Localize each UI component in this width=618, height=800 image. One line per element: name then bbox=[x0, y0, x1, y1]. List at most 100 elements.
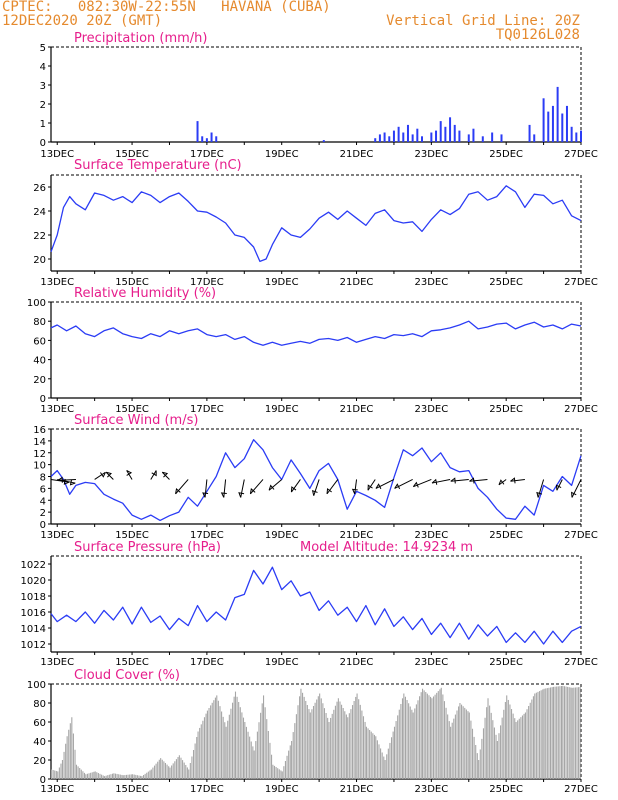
wind-arrow bbox=[268, 479, 283, 491]
panel-2: 13DEC 15DEC 17DEC 19DEC 21DEC 23DEC 25DEC 27DEC… bbox=[33, 158, 598, 288]
cloud-bar bbox=[210, 705, 212, 779]
cloud-bar bbox=[266, 719, 268, 779]
x-tick-label: 23DEC bbox=[414, 784, 448, 795]
wind-arrow-head bbox=[510, 477, 516, 484]
cloud-bar bbox=[200, 724, 202, 779]
cloud-bar bbox=[539, 691, 541, 779]
wind-arrow-head bbox=[450, 477, 456, 484]
cloud-bar bbox=[228, 714, 230, 779]
cloud-bar bbox=[320, 698, 322, 779]
cloud-bar bbox=[163, 761, 165, 779]
cloud-bar bbox=[57, 771, 59, 779]
x-tick-label: 27DEC bbox=[564, 404, 598, 415]
y-tick-label: 26 bbox=[33, 183, 46, 194]
cloud-bar bbox=[504, 701, 506, 779]
cloud-bar bbox=[197, 731, 199, 779]
x-tick-label: 19DEC bbox=[265, 784, 299, 795]
cloud-bar bbox=[543, 688, 545, 779]
cloud-bar bbox=[271, 754, 273, 779]
cloud-bar bbox=[563, 686, 565, 779]
cloud-bar bbox=[426, 693, 428, 779]
cloud-bar bbox=[512, 713, 514, 779]
y-tick-label: 22 bbox=[33, 231, 46, 242]
cloud-bar bbox=[205, 713, 207, 779]
cloud-bar bbox=[554, 686, 556, 779]
cloud-bar bbox=[479, 749, 481, 779]
cloud-bar bbox=[150, 769, 152, 779]
wind-arrow-head bbox=[162, 471, 169, 478]
cloud-bar bbox=[157, 761, 159, 779]
cloud-bar bbox=[160, 758, 162, 779]
cloud-bar bbox=[535, 692, 537, 779]
cloud-bar bbox=[289, 745, 291, 779]
x-tick-label: 19DEC bbox=[265, 149, 299, 160]
cloud-bar bbox=[442, 694, 444, 779]
cloud-bar bbox=[328, 722, 330, 779]
cloud-bar bbox=[325, 713, 327, 779]
wind-arrow-head bbox=[571, 491, 577, 498]
y-tick-label: 1018 bbox=[21, 592, 46, 603]
cloud-bar bbox=[436, 692, 438, 779]
cloud-bar bbox=[375, 736, 377, 779]
x-tick-label: 25DEC bbox=[489, 657, 523, 668]
cloud-bar bbox=[417, 700, 419, 779]
cloud-bar bbox=[144, 773, 146, 779]
cloud-bar bbox=[476, 753, 478, 779]
y-tick-label: 60 bbox=[33, 718, 46, 729]
cloud-bar bbox=[334, 705, 336, 779]
x-tick-label: 27DEC bbox=[564, 657, 598, 668]
y-tick-label: 1016 bbox=[21, 608, 46, 619]
cloud-bar bbox=[244, 722, 246, 779]
panel-annotation: Model Altitude: 14.9234 m bbox=[300, 540, 473, 555]
cloud-bar bbox=[97, 773, 99, 779]
cloud-bar bbox=[199, 727, 201, 779]
cloud-bar bbox=[443, 701, 446, 779]
series-line bbox=[50, 185, 582, 263]
cloud-bar bbox=[136, 775, 138, 779]
cloud-bar bbox=[214, 697, 216, 779]
cloud-bar bbox=[247, 731, 249, 779]
cloud-bar bbox=[367, 728, 369, 779]
cloud-bar bbox=[358, 699, 360, 779]
cloud-bar bbox=[99, 773, 101, 779]
cloud-bar bbox=[337, 698, 339, 779]
cloud-bar bbox=[245, 726, 247, 779]
cloud-bar bbox=[574, 687, 576, 779]
cloud-bar bbox=[401, 698, 404, 779]
cloud-bar bbox=[77, 766, 79, 779]
cloud-bar bbox=[437, 691, 439, 779]
x-tick-label: 21DEC bbox=[340, 149, 374, 160]
cloud-bar bbox=[213, 700, 215, 779]
cloud-bar bbox=[135, 774, 137, 779]
wind-arrow bbox=[413, 479, 432, 488]
cloud-bar bbox=[186, 767, 188, 779]
x-tick-label: 25DEC bbox=[489, 404, 523, 415]
cloud-bar bbox=[69, 723, 71, 779]
wind-arrow-head bbox=[57, 476, 63, 483]
cloud-bar bbox=[423, 690, 425, 779]
cloud-bar bbox=[420, 692, 422, 779]
y-tick-label: 60 bbox=[33, 336, 46, 347]
panel-title: Surface Temperature (nC) bbox=[74, 158, 242, 173]
cloud-bar bbox=[565, 686, 567, 779]
series-line bbox=[50, 566, 582, 645]
wind-arrow-head bbox=[431, 478, 438, 485]
cloud-bar bbox=[309, 712, 311, 779]
series-line bbox=[50, 320, 582, 346]
y-tick-label: 1 bbox=[40, 119, 46, 130]
cloud-bar bbox=[113, 773, 115, 779]
cloud-bar bbox=[316, 699, 318, 779]
cloud-bar bbox=[376, 740, 378, 779]
wind-arrow-head bbox=[69, 479, 76, 486]
cloud-bar bbox=[121, 774, 123, 779]
wind-arrow-head bbox=[555, 484, 562, 491]
cloud-bar bbox=[127, 774, 129, 779]
cloud-bar bbox=[548, 687, 550, 779]
cloud-bar bbox=[306, 705, 308, 779]
wind-arrow bbox=[367, 479, 376, 491]
cloud-bar bbox=[91, 772, 93, 779]
cloud-bar bbox=[192, 749, 195, 779]
cloud-bar bbox=[300, 688, 302, 779]
cloud-bar bbox=[105, 775, 107, 779]
wind-arrow-head bbox=[268, 484, 275, 491]
